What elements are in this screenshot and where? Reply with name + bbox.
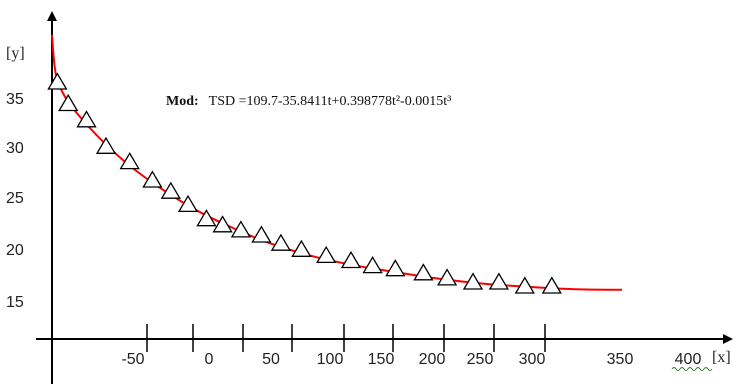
data-point-triangle xyxy=(251,225,272,243)
y-tick-label: 30 xyxy=(6,140,24,157)
x-tick-label: 0 xyxy=(205,351,214,368)
model-equation: Mod: TSD =109.7-35.8411t+0.398778t²-0.00… xyxy=(166,92,451,109)
x-tick-label: 300 xyxy=(519,351,546,368)
x-tick-label: 150 xyxy=(368,351,395,368)
data-point-triangle xyxy=(291,239,312,257)
data-point-triangle xyxy=(270,233,292,251)
data-point-triangle xyxy=(340,250,362,269)
model-equation-label: Mod: xyxy=(166,94,199,109)
data-point-triangle xyxy=(541,276,562,294)
data-point-triangle xyxy=(76,110,97,128)
x-tick-label: 50 xyxy=(262,351,280,368)
y-tick-label: 15 xyxy=(6,294,24,311)
x-axis-label: [x] xyxy=(712,349,731,366)
data-point-triangle xyxy=(488,272,510,290)
data-point-triangle xyxy=(212,215,233,233)
x-tick-labels: -50 0 50 100 150 200 250 300 350 400 xyxy=(121,351,701,368)
data-point-triangle xyxy=(514,276,535,294)
data-point-triangle xyxy=(436,268,458,286)
data-point-triangle xyxy=(47,72,68,90)
data-point-triangle xyxy=(462,272,484,290)
data-point-triangle xyxy=(230,220,252,238)
x-tick-marks xyxy=(146,324,546,352)
data-point-triangle xyxy=(58,93,79,112)
x-tick-label: -50 xyxy=(121,351,144,368)
x-tick-label: 100 xyxy=(317,351,344,368)
fit-curve-line xyxy=(51,34,622,291)
data-point-triangle xyxy=(95,136,117,154)
x-tick-label: 200 xyxy=(419,351,446,368)
data-point-triangle xyxy=(362,256,383,274)
x-tick-label: 250 xyxy=(467,351,494,368)
x-tick-label: 350 xyxy=(607,351,634,368)
data-point-triangle xyxy=(316,245,337,264)
data-point-triangle xyxy=(196,209,217,227)
y-tick-label: 25 xyxy=(6,190,24,207)
y-tick-label: 20 xyxy=(6,242,24,259)
data-point-triangle xyxy=(385,259,406,277)
data-point-triangle xyxy=(142,170,163,188)
y-axis-label: [y] xyxy=(6,45,25,62)
data-point-triangle xyxy=(177,194,199,213)
x-tick-label: 400 xyxy=(675,351,702,368)
data-point-triangle xyxy=(160,181,181,199)
model-equation-text: TSD =109.7-35.8411t+0.398778t²-0.0015t³ xyxy=(209,94,452,109)
spellcheck-underline-icon xyxy=(671,367,713,371)
fit-curve-layer xyxy=(51,34,622,291)
data-point-triangle xyxy=(119,152,140,170)
y-tick-label: 35 xyxy=(6,91,24,108)
data-point-layer xyxy=(47,72,562,294)
y-tick-labels: 35 30 25 20 15 xyxy=(6,91,24,311)
data-point-triangle xyxy=(413,263,434,281)
